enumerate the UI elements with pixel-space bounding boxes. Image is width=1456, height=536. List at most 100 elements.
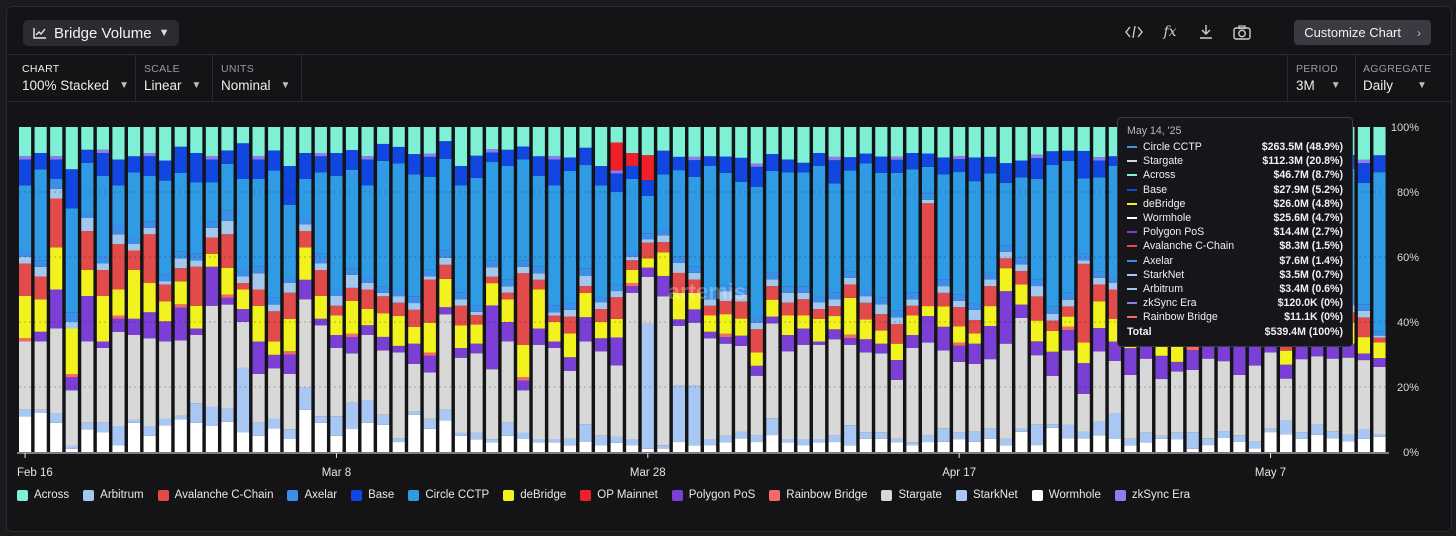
legend-item[interactable]: Arbitrum [83, 489, 144, 501]
bar-segment [470, 305, 483, 312]
bar-segment [1373, 342, 1386, 359]
bar-segment [812, 127, 826, 153]
legend-item[interactable]: Base [351, 489, 394, 501]
legend-item[interactable]: Across [17, 489, 69, 501]
bar-segment [766, 154, 779, 172]
bar-segment [190, 328, 203, 335]
bar-segment [859, 302, 872, 320]
bar-segment [797, 299, 810, 316]
bar-segment [112, 185, 125, 225]
bar-segment [517, 273, 530, 345]
bar-segment [221, 127, 234, 151]
bar-segment [283, 429, 296, 439]
legend-item[interactable]: Circle CCTP [408, 489, 489, 501]
bar-segment [314, 422, 327, 452]
legend-item[interactable]: Wormhole [1031, 489, 1101, 501]
bar-segment [81, 218, 94, 231]
bar-segment [750, 127, 763, 164]
bar-segment [641, 323, 654, 449]
scale-select[interactable]: SCALE Linear ▼ [144, 63, 201, 101]
bar-segment [875, 172, 888, 298]
bar-segment [1373, 436, 1386, 453]
bar-segment [1233, 374, 1246, 436]
customize-chart-button[interactable]: Customize Chart › [1294, 20, 1431, 45]
bar-segment [252, 305, 265, 342]
bar-segment [517, 439, 530, 452]
bar-segment [408, 343, 421, 364]
line-chart-icon [33, 28, 46, 39]
legend-item[interactable]: StarkNet [955, 489, 1018, 501]
bar-segment [96, 153, 109, 176]
bar-segment [688, 176, 701, 267]
download-icon[interactable] [1197, 23, 1215, 41]
bar-segment [1015, 160, 1028, 178]
bar-segment [34, 260, 47, 267]
bar-segment [563, 303, 577, 310]
bar-segment [812, 302, 826, 309]
bar-segment [439, 278, 452, 308]
bar-segment [501, 166, 514, 280]
bar-segment [859, 127, 872, 154]
bar-segment [890, 442, 903, 452]
period-select[interactable]: PERIOD 3M ▼ [1296, 63, 1341, 101]
bar-segment [268, 170, 281, 298]
bar-segment [548, 322, 561, 342]
bar-segment [190, 403, 203, 423]
bar-segment [1217, 431, 1230, 439]
bar-segment [1046, 306, 1059, 314]
legend-item[interactable]: OP Mainnet [580, 489, 658, 501]
code-icon[interactable] [1125, 23, 1143, 41]
legend-item[interactable]: Rainbow Bridge [769, 489, 867, 501]
bar-segment [283, 374, 296, 430]
chart-title-dropdown[interactable]: Bridge Volume ▼ [23, 20, 180, 46]
bar-segment [657, 127, 670, 151]
bar-segment [96, 270, 109, 296]
legend-item[interactable]: zkSync Era [1114, 489, 1190, 501]
bar-segment [517, 377, 530, 381]
legend-item[interactable]: Polygon PoS [671, 489, 755, 501]
bar-segment [812, 442, 826, 452]
bar-segment [517, 159, 530, 261]
chart-type-select[interactable]: CHART 100% Stacked ▼ [22, 63, 129, 101]
bar-segment [377, 143, 390, 161]
bar-segment [719, 442, 732, 452]
bar-segment [1373, 155, 1386, 173]
legend-item[interactable]: Stargate [881, 489, 942, 501]
bar-segment [361, 283, 374, 290]
bar-segment [19, 296, 32, 339]
bar-segment [859, 432, 872, 439]
legend-item[interactable]: Axelar [287, 489, 337, 501]
bar-segment [1295, 359, 1308, 433]
bar-segment [1171, 439, 1184, 452]
aggregate-select[interactable]: AGGREGATE Daily ▼ [1363, 63, 1431, 101]
camera-icon[interactable] [1233, 23, 1251, 41]
bar-segment [517, 432, 530, 439]
bar-segment [953, 155, 966, 160]
divider [1355, 55, 1356, 101]
legend-item[interactable]: deBridge [503, 489, 566, 501]
bar-segment [190, 260, 203, 267]
bar-segment [408, 363, 421, 412]
bar-segment [548, 159, 561, 186]
bar-segment [65, 208, 78, 313]
bar-segment [345, 429, 359, 452]
bar-segment [968, 303, 981, 310]
bar-segment [159, 418, 172, 426]
legend-label: deBridge [520, 489, 567, 501]
bar-segment [1077, 438, 1090, 452]
units-select[interactable]: UNITS Nominal ▼ [221, 63, 290, 101]
bar-segment [501, 299, 514, 322]
formula-icon[interactable]: fx [1163, 24, 1177, 40]
tooltip-total-row: Total $539.4M (100%) [1127, 325, 1343, 339]
tooltip-series-value: $14.4M (2.7%) [1273, 226, 1343, 239]
bar-segment [1030, 154, 1044, 159]
bar-segment [1030, 355, 1044, 425]
bar-segment [828, 339, 841, 436]
chevron-down-icon: ▼ [1417, 80, 1427, 91]
bar-segment [610, 284, 623, 292]
bar-segment [890, 127, 903, 157]
legend-item[interactable]: Avalanche C-Chain [157, 489, 273, 501]
bar-segment [579, 441, 592, 452]
bar-segment [190, 127, 203, 153]
bar-segment [906, 442, 919, 446]
